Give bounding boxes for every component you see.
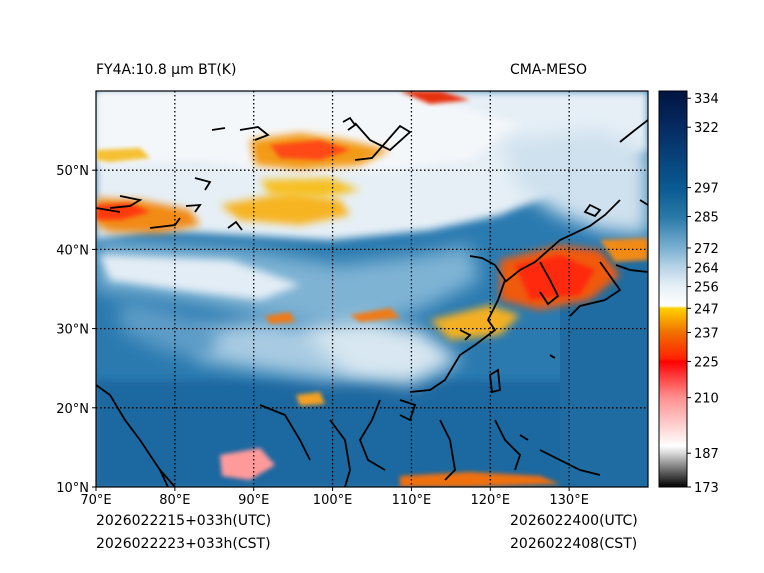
colorbar: 334 322 297 285 272 264 256 247 237 225 210 187 173 (658, 90, 719, 496)
colorbar-tick-label: 187 (694, 447, 719, 462)
lon-tick-label: 130°E (549, 493, 589, 508)
lon-tick-label: 100°E (313, 493, 353, 508)
brightness-temperature-field (96, 91, 648, 487)
init-time-cst: 2026022223+033h(CST) (96, 536, 271, 552)
colorbar-fill (659, 91, 687, 487)
lat-tick-label: 30°N (56, 323, 89, 338)
map-axes: 70°E 80°E 90°E 100°E 110°E 120°E 130°E 10°N 20°N… (56, 164, 589, 508)
valid-time-utc: 2026022400(UTC) (510, 513, 638, 529)
colorbar-tick-label: 247 (694, 302, 719, 317)
lon-tick-label: 110°E (392, 493, 432, 508)
colorbar-tick-label: 264 (694, 261, 719, 276)
lon-tick-label: 80°E (159, 493, 190, 508)
lon-tick-label: 120°E (471, 493, 511, 508)
map-title: FY4A:10.8 μm BT(K) (96, 62, 237, 78)
colorbar-frame (658, 90, 688, 488)
init-time-utc: 2026022215+033h(UTC) (96, 513, 272, 529)
map-frame (95, 90, 649, 488)
lon-tick-label: 90°E (238, 493, 269, 508)
graticule (96, 91, 648, 487)
lat-tick-label: 40°N (56, 243, 89, 258)
lat-tick-label: 20°N (56, 402, 89, 417)
colorbar-tick-label: 237 (694, 326, 719, 341)
colorbar-tick-label: 256 (694, 281, 719, 296)
colorbar-tick-label: 285 (694, 211, 719, 226)
lon-tick-label: 70°E (80, 493, 111, 508)
valid-time-cst: 2026022408(CST) (510, 536, 638, 552)
colorbar-tick-label: 297 (694, 182, 719, 197)
colorbar-tick-label: 225 (694, 355, 719, 370)
colorbar-tick-label: 272 (694, 242, 719, 257)
colorbar-tick-label: 334 (694, 92, 719, 107)
colorbar-ticks: 334 322 297 285 272 264 256 247 237 225 210 187 173 (687, 92, 719, 496)
colorbar-tick-label: 173 (694, 481, 719, 496)
lat-tick-label: 10°N (56, 481, 89, 496)
coastlines (96, 116, 648, 487)
colorbar-tick-label: 322 (694, 121, 719, 136)
colorbar-tick-label: 210 (694, 392, 719, 407)
model-name: CMA-MESO (510, 62, 588, 78)
lat-tick-label: 50°N (56, 164, 89, 179)
